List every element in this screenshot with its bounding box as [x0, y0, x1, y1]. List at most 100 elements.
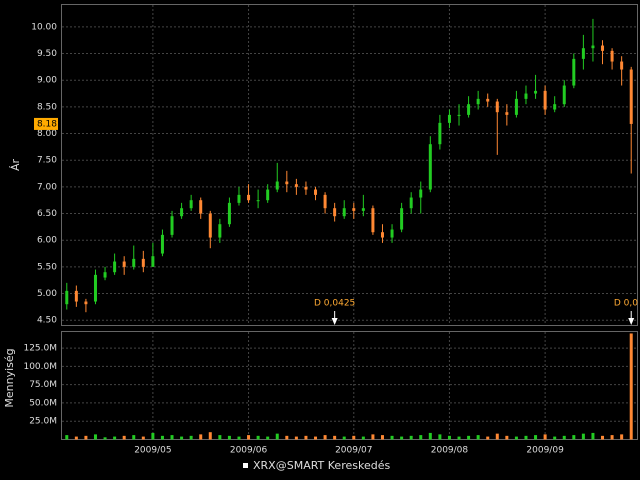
volume-bar	[400, 436, 404, 440]
volume-bar	[409, 435, 413, 440]
y-tick-label: 7.50	[37, 156, 57, 166]
volume-bar	[141, 436, 145, 440]
candle-body	[199, 200, 203, 214]
volume-bar	[266, 436, 270, 440]
candle-body	[294, 184, 298, 187]
candle-body	[428, 144, 432, 190]
volume-bar	[122, 435, 126, 440]
candle-body	[352, 208, 356, 211]
volume-bar	[180, 436, 184, 440]
y-tick-label: 8.00	[37, 129, 57, 139]
candle-body	[371, 208, 375, 233]
candle-body	[218, 224, 222, 238]
volume-tick-label: 100.0M	[23, 362, 57, 372]
volume-bar	[304, 435, 308, 440]
volume-bar	[208, 432, 212, 440]
volume-bar	[543, 434, 547, 440]
candle-body	[266, 189, 270, 201]
volume-axis-title: Mennyiség	[3, 348, 16, 407]
candle-body	[591, 45, 595, 49]
volume-bar	[514, 436, 518, 440]
y-tick-label: 6.50	[37, 209, 57, 219]
candle-body	[93, 274, 97, 302]
volume-bar	[103, 437, 107, 440]
candle-body	[400, 208, 404, 230]
candle-body	[409, 197, 413, 209]
volume-bar	[553, 436, 557, 440]
candle-body	[486, 98, 490, 102]
volume-bar	[495, 433, 499, 440]
volume-bar	[189, 435, 193, 440]
candle-body	[467, 104, 471, 115]
last-price-label: 8.18	[37, 119, 57, 129]
volume-bar	[160, 435, 164, 440]
volume-bar	[371, 434, 375, 440]
annotation-arrowhead	[628, 318, 635, 325]
candle-body	[342, 208, 346, 217]
volume-tick-label: 75.0M	[29, 380, 57, 390]
candle-body	[438, 122, 442, 145]
volume-bar	[380, 435, 384, 440]
volume-bar	[505, 435, 509, 440]
volume-bar	[275, 433, 279, 440]
volume-bar	[534, 435, 538, 440]
candle-body	[505, 112, 509, 115]
candle-body	[380, 232, 384, 238]
volume-bar	[74, 436, 78, 440]
volume-bar	[247, 435, 251, 440]
volume-bar	[524, 435, 528, 440]
candle-body	[534, 90, 538, 94]
annotation-label: D 0,0425	[314, 299, 355, 309]
candle-body	[620, 61, 624, 70]
y-tick-label: 4.50	[37, 316, 57, 326]
candle-body	[629, 69, 633, 124]
volume-bar	[113, 436, 117, 440]
volume-bar	[390, 435, 394, 440]
legend-label: XRX@SMART Kereskedés	[253, 459, 390, 472]
volume-bar	[447, 435, 451, 440]
candle-body	[103, 272, 107, 278]
candle-body	[447, 114, 451, 123]
y-tick-label: 8.50	[37, 102, 57, 112]
volume-bar	[476, 435, 480, 440]
y-tick-label: 5.00	[37, 289, 57, 299]
volume-bar	[457, 436, 461, 440]
volume-bar	[256, 435, 260, 440]
x-tick-label: 2009/07	[335, 446, 372, 456]
x-tick-label: 2009/08	[431, 446, 469, 456]
candle-body	[141, 258, 145, 267]
candle-body	[333, 208, 337, 217]
candle-body	[256, 200, 260, 202]
candle-body	[227, 202, 231, 225]
candle-body	[601, 45, 605, 51]
volume-bar	[65, 435, 69, 440]
candle-body	[514, 98, 518, 115]
volume-bar	[352, 435, 356, 440]
volume-bar	[620, 434, 624, 440]
annotation-arrowhead	[331, 318, 338, 325]
candle-body	[65, 290, 69, 305]
volume-bar	[218, 435, 222, 440]
volume-bar	[294, 436, 298, 440]
candle-body	[476, 98, 480, 105]
volume-bar	[227, 435, 231, 440]
annotation-label: D 0,0	[614, 299, 638, 309]
volume-bar	[84, 435, 88, 440]
candle-body	[610, 50, 614, 62]
volume-bar	[151, 432, 155, 440]
candle-body	[180, 208, 184, 217]
candle-body	[74, 290, 78, 302]
y-tick-label: 7.00	[37, 182, 57, 192]
candle-body	[562, 85, 566, 105]
volume-bar	[419, 435, 423, 440]
volume-bar	[342, 436, 346, 440]
candle-body	[524, 93, 528, 99]
x-tick-label: 2009/05	[134, 446, 171, 456]
candle-body	[323, 194, 327, 209]
volume-bar	[572, 435, 576, 440]
volume-bar	[237, 436, 241, 440]
volume-bar	[629, 333, 633, 440]
candle-body	[553, 104, 557, 110]
volume-bar	[285, 435, 289, 440]
